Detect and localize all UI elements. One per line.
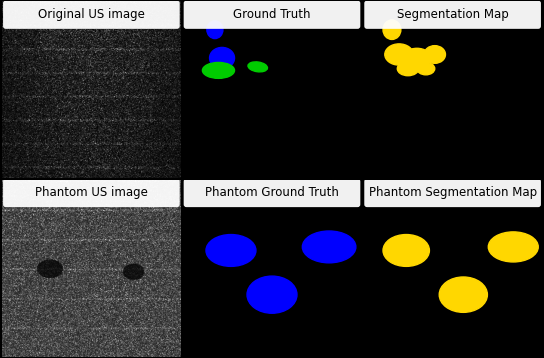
FancyBboxPatch shape	[184, 179, 360, 207]
Ellipse shape	[397, 62, 419, 76]
Ellipse shape	[385, 44, 413, 65]
Text: Original US image: Original US image	[38, 8, 145, 21]
Ellipse shape	[489, 232, 538, 262]
Ellipse shape	[302, 231, 356, 263]
Ellipse shape	[247, 276, 297, 313]
Ellipse shape	[207, 21, 223, 39]
Text: Ground Truth: Ground Truth	[233, 8, 311, 21]
Text: Phantom US image: Phantom US image	[35, 187, 148, 199]
Text: Phantom Ground Truth: Phantom Ground Truth	[205, 187, 339, 199]
Ellipse shape	[417, 62, 435, 75]
Text: Phantom Segmentation Map: Phantom Segmentation Map	[368, 187, 537, 199]
Ellipse shape	[424, 46, 446, 63]
FancyBboxPatch shape	[3, 179, 180, 207]
FancyBboxPatch shape	[364, 1, 541, 29]
Text: Segmentation Map: Segmentation Map	[397, 8, 509, 21]
FancyBboxPatch shape	[364, 179, 541, 207]
FancyBboxPatch shape	[3, 1, 180, 29]
Ellipse shape	[209, 47, 234, 69]
Ellipse shape	[383, 234, 429, 266]
FancyBboxPatch shape	[184, 1, 360, 29]
Ellipse shape	[383, 20, 401, 39]
Ellipse shape	[248, 62, 268, 72]
Ellipse shape	[206, 234, 256, 266]
Ellipse shape	[439, 277, 487, 312]
Ellipse shape	[202, 62, 234, 78]
Ellipse shape	[403, 48, 431, 68]
